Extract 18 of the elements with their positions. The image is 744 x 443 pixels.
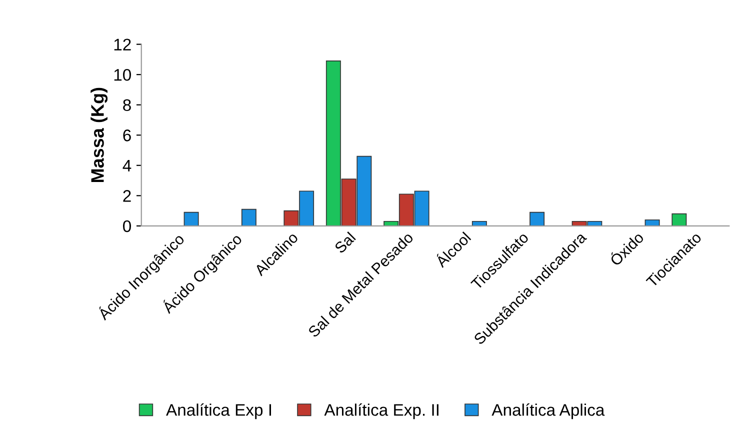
bar [672, 213, 687, 226]
y-tick-label: 2 [123, 190, 131, 202]
bar [472, 220, 487, 226]
y-tick-label: 6 [123, 130, 131, 142]
legend-label: Analítica Exp. II [324, 403, 438, 420]
x-tick-label: Sal [334, 232, 356, 254]
bar [644, 219, 660, 226]
y-tick-label: 4 [122, 160, 132, 172]
bar [184, 212, 199, 226]
bar [530, 212, 545, 226]
y-tick-label: 0 [123, 220, 131, 232]
legend-label: Analítica Aplica [492, 403, 605, 420]
y-axis-title: Massa (Kg) [90, 88, 108, 182]
y-tick-label: 8 [123, 99, 131, 112]
y-tick-label: 10 [114, 68, 131, 81]
bar [241, 208, 256, 226]
y-tick-label: 12 [114, 38, 131, 50]
legend-label: Analítica Exp I [166, 403, 271, 420]
